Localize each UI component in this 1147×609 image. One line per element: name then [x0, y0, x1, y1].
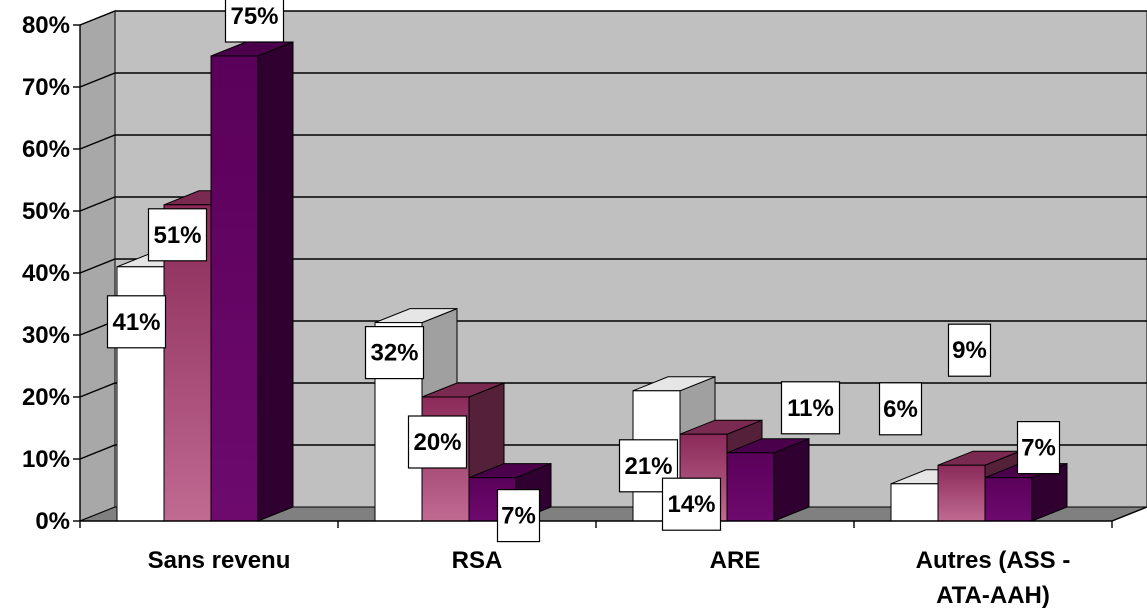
- y-tick-label: 70%: [22, 74, 70, 101]
- data-labels: 41% 51% 75% 32% 20% 7% 21% 14% 11% 6% 9% 7%: [106, 0, 1061, 543]
- data-label-box: [1016, 421, 1061, 475]
- bar: [726, 452, 775, 522]
- data-label: 7%: [1021, 435, 1056, 462]
- data-label-box: [878, 382, 923, 436]
- data-label-box: [661, 477, 722, 531]
- category-label: Sans revenu: [148, 547, 291, 574]
- data-label: 11%: [787, 395, 834, 422]
- data-label-box: [106, 295, 167, 349]
- bar-side: [257, 41, 294, 522]
- data-label: 7%: [501, 503, 536, 530]
- gridline: [79, 258, 1147, 274]
- bar: [937, 464, 986, 522]
- data-label: 75%: [230, 3, 278, 30]
- x-axis: Sans revenu RSA ARE Autres (ASS - ATA-AAH): [79, 506, 1147, 609]
- data-label-box: [147, 208, 208, 262]
- data-label: 21%: [624, 453, 672, 480]
- data-label: 41%: [112, 309, 160, 336]
- gridline: [79, 10, 1147, 26]
- bar: [210, 55, 259, 522]
- y-tick-label: 80%: [22, 12, 70, 39]
- gridline: [79, 72, 1147, 88]
- gridline: [79, 196, 1147, 212]
- data-label-box: [947, 323, 992, 377]
- data-label: 9%: [952, 337, 987, 364]
- y-tick-label: 10%: [22, 446, 70, 473]
- data-label: 32%: [370, 340, 418, 367]
- data-label-box: [407, 415, 468, 469]
- data-label: 51%: [153, 222, 201, 249]
- y-tick-label: 50%: [22, 198, 70, 225]
- data-label: 20%: [413, 429, 461, 456]
- category-label: RSA: [452, 547, 503, 574]
- bar: [890, 483, 939, 522]
- gridline: [79, 134, 1147, 150]
- category-label-line2: ATA-AAH): [936, 582, 1050, 609]
- data-label-box: [224, 0, 285, 43]
- category-label: Autres (ASS -: [916, 547, 1071, 574]
- data-label-box: [364, 326, 425, 380]
- category-label: ARE: [710, 547, 761, 574]
- data-label: 14%: [667, 491, 715, 518]
- y-tick-label: 40%: [22, 260, 70, 287]
- data-label-box: [780, 381, 841, 435]
- y-tick-label: 60%: [22, 136, 70, 163]
- data-label-box: [496, 489, 541, 543]
- y-tick-label: 20%: [22, 384, 70, 411]
- y-tick-label: 0%: [35, 508, 70, 535]
- data-label: 6%: [883, 396, 918, 423]
- floor-edge: [1111, 506, 1147, 522]
- y-tick-label: 30%: [22, 322, 70, 349]
- bar: [984, 477, 1033, 522]
- y-axis: 0% 10% 20% 30% 40% 50% 60% 70% 80%: [22, 12, 81, 535]
